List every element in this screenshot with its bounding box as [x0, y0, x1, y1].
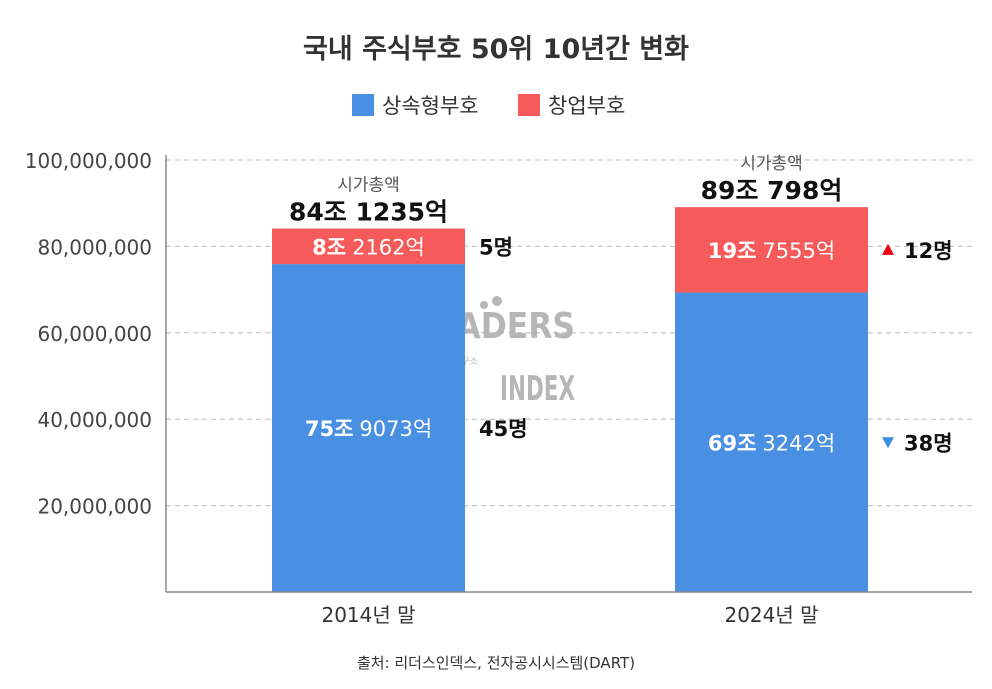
- legend-label-inherited: 상속형부호: [382, 94, 479, 118]
- y-tick-label: 80,000,000: [37, 235, 152, 259]
- watermark-dot: [480, 301, 488, 309]
- bar-segment: [272, 264, 465, 592]
- x-tick-label: 2014년 말: [321, 603, 415, 627]
- count-label: 12명: [904, 239, 953, 263]
- data-label: 8조 2162억: [312, 235, 425, 259]
- chart-title: 국내 주식부호 50위 10년간 변화: [303, 34, 689, 65]
- triangle-down-icon: [882, 437, 894, 449]
- y-tick-label: 60,000,000: [37, 322, 152, 346]
- bar-segment: [675, 292, 868, 592]
- y-tick-label: 20,000,000: [37, 495, 152, 519]
- bar-segment: [272, 228, 465, 265]
- data-label: 75조 9073억: [305, 417, 432, 441]
- legend-swatch-inherited: [352, 94, 374, 116]
- triangle-up-icon: [882, 243, 894, 255]
- y-tick-label: 40,000,000: [37, 408, 152, 432]
- watermark-dot: [492, 296, 502, 306]
- watermark-line2: INDEX: [500, 369, 575, 409]
- x-tick-label: 2024년 말: [724, 603, 818, 627]
- legend-swatch-founder: [518, 94, 540, 116]
- data-label: 19조 7555억: [708, 239, 835, 263]
- count-label: 38명: [904, 431, 953, 455]
- bar-segment: [675, 207, 868, 293]
- data-label: 69조 3242억: [708, 431, 835, 455]
- y-tick-label: 100,000,000: [25, 149, 152, 173]
- total-label: 89조 798억: [701, 176, 843, 205]
- legend: 상속형부호 창업부호: [352, 94, 625, 118]
- legend-label-founder: 창업부호: [548, 94, 625, 118]
- total-caption: 시가총액: [740, 154, 803, 174]
- total-label: 84조 1235억: [289, 198, 448, 227]
- source-note: 출처: 리더스인덱스, 전자공시시스템(DART): [357, 654, 635, 672]
- count-label: 5명: [479, 235, 513, 259]
- total-caption: 시가총액: [337, 176, 400, 196]
- count-label: 45명: [479, 417, 528, 441]
